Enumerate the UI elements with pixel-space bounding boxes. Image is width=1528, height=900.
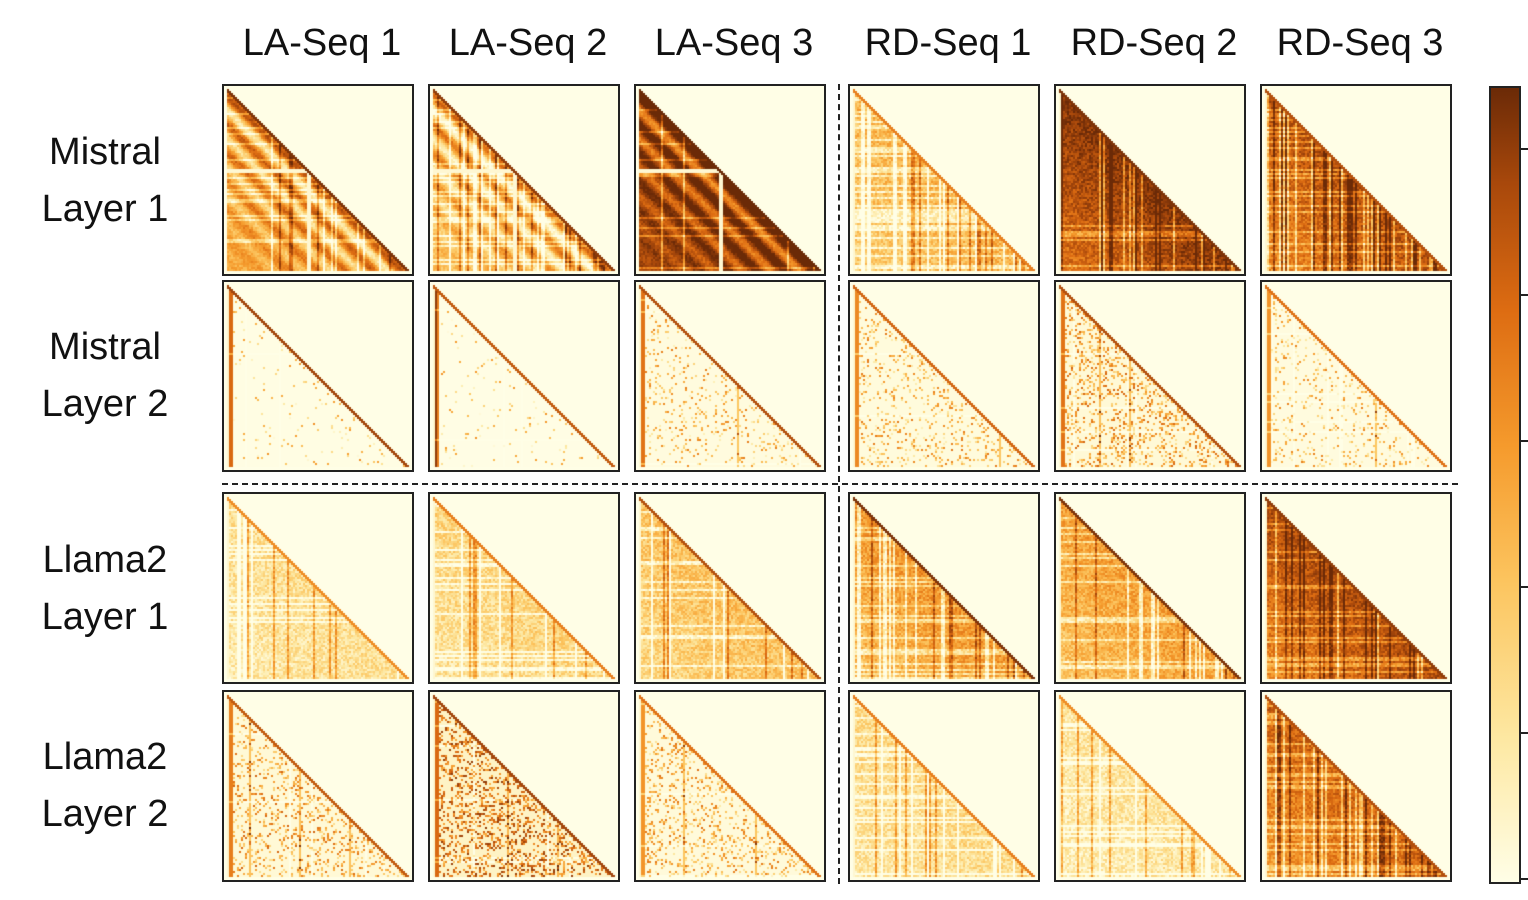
heatmap-panel-r3-c1 bbox=[222, 492, 414, 684]
heatmap-panel-r2-c4 bbox=[848, 280, 1040, 472]
heatmap-canvas bbox=[850, 692, 1038, 880]
model-row-separator bbox=[222, 483, 1458, 485]
row-title-2: Mistral Layer 2 bbox=[20, 319, 190, 433]
colorbar-tick bbox=[1519, 878, 1528, 880]
heatmap-panel-r3-c6 bbox=[1260, 492, 1452, 684]
heatmap-canvas bbox=[850, 494, 1038, 682]
row-layer-label: Layer 2 bbox=[41, 383, 169, 425]
row-title-3: Llama2 Layer 1 bbox=[20, 532, 190, 646]
heatmap-panel-r4-c1 bbox=[222, 690, 414, 882]
heatmap-panel-r2-c5 bbox=[1054, 280, 1246, 472]
heatmap-canvas bbox=[224, 494, 412, 682]
row-model-label: Llama2 bbox=[42, 539, 168, 581]
heatmap-panel-r2-c6 bbox=[1260, 280, 1452, 472]
heatmap-panel-r1-c6 bbox=[1260, 84, 1452, 276]
heatmap-panel-r4-c2 bbox=[428, 690, 620, 882]
heatmap-canvas bbox=[1056, 86, 1244, 274]
colorbar-tick bbox=[1519, 148, 1528, 150]
heatmap-panel-r2-c2 bbox=[428, 280, 620, 472]
heatmap-panel-r1-c3 bbox=[634, 84, 826, 276]
heatmap-panel-r1-c5 bbox=[1054, 84, 1246, 276]
colorbar-tick bbox=[1519, 586, 1528, 588]
heatmap-panel-r4-c4 bbox=[848, 690, 1040, 882]
heatmap-canvas bbox=[1262, 494, 1450, 682]
heatmap-canvas bbox=[1056, 494, 1244, 682]
heatmap-canvas bbox=[636, 86, 824, 274]
column-title-rd-seq-1: RD-Seq 1 bbox=[864, 22, 1032, 64]
row-model-label: Mistral bbox=[49, 326, 161, 368]
heatmap-panel-r3-c5 bbox=[1054, 492, 1246, 684]
row-layer-label: Layer 1 bbox=[41, 596, 169, 638]
heatmap-canvas bbox=[1056, 282, 1244, 470]
heatmap-canvas bbox=[430, 494, 618, 682]
column-title-rd-seq-3: RD-Seq 3 bbox=[1276, 22, 1444, 64]
colorbar-tick bbox=[1519, 440, 1528, 442]
row-layer-label: Layer 1 bbox=[41, 188, 169, 230]
heatmap-panel-r3-c2 bbox=[428, 492, 620, 684]
heatmap-panel-r3-c3 bbox=[634, 492, 826, 684]
row-layer-label: Layer 2 bbox=[41, 793, 169, 835]
column-title-la-seq-1: LA-Seq 1 bbox=[242, 22, 402, 64]
row-model-label: Mistral bbox=[49, 131, 161, 173]
heatmap-canvas bbox=[224, 692, 412, 880]
heatmap-panel-r2-c3 bbox=[634, 280, 826, 472]
heatmap-panel-r3-c4 bbox=[848, 492, 1040, 684]
heatmap-panel-r4-c6 bbox=[1260, 690, 1452, 882]
colorbar-tick bbox=[1519, 294, 1528, 296]
heatmap-canvas bbox=[850, 282, 1038, 470]
heatmap-panel-r2-c1 bbox=[222, 280, 414, 472]
heatmap-canvas bbox=[636, 282, 824, 470]
column-title-rd-seq-2: RD-Seq 2 bbox=[1070, 22, 1238, 64]
row-title-1: Mistral Layer 1 bbox=[20, 124, 190, 238]
colorbar bbox=[1489, 86, 1521, 884]
heatmap-panel-r1-c2 bbox=[428, 84, 620, 276]
heatmap-canvas bbox=[636, 494, 824, 682]
colorbar-tick bbox=[1519, 732, 1528, 734]
heatmap-canvas bbox=[430, 692, 618, 880]
heatmap-panel-r1-c4 bbox=[848, 84, 1040, 276]
heatmap-canvas bbox=[636, 692, 824, 880]
row-title-4: Llama2 Layer 2 bbox=[20, 729, 190, 843]
heatmap-panel-r4-c3 bbox=[634, 690, 826, 882]
column-title-la-seq-2: LA-Seq 2 bbox=[448, 22, 608, 64]
heatmap-canvas bbox=[224, 282, 412, 470]
heatmap-canvas bbox=[850, 86, 1038, 274]
heatmap-canvas bbox=[1262, 86, 1450, 274]
row-model-label: Llama2 bbox=[42, 736, 168, 778]
heatmap-canvas bbox=[224, 86, 412, 274]
heatmap-canvas bbox=[430, 282, 618, 470]
heatmap-panel-r4-c5 bbox=[1054, 690, 1246, 882]
heatmap-canvas bbox=[1262, 692, 1450, 880]
heatmap-canvas bbox=[1262, 282, 1450, 470]
heatmap-canvas bbox=[430, 86, 618, 274]
heatmap-panel-r1-c1 bbox=[222, 84, 414, 276]
column-title-la-seq-3: LA-Seq 3 bbox=[654, 22, 814, 64]
heatmap-canvas bbox=[1056, 692, 1244, 880]
